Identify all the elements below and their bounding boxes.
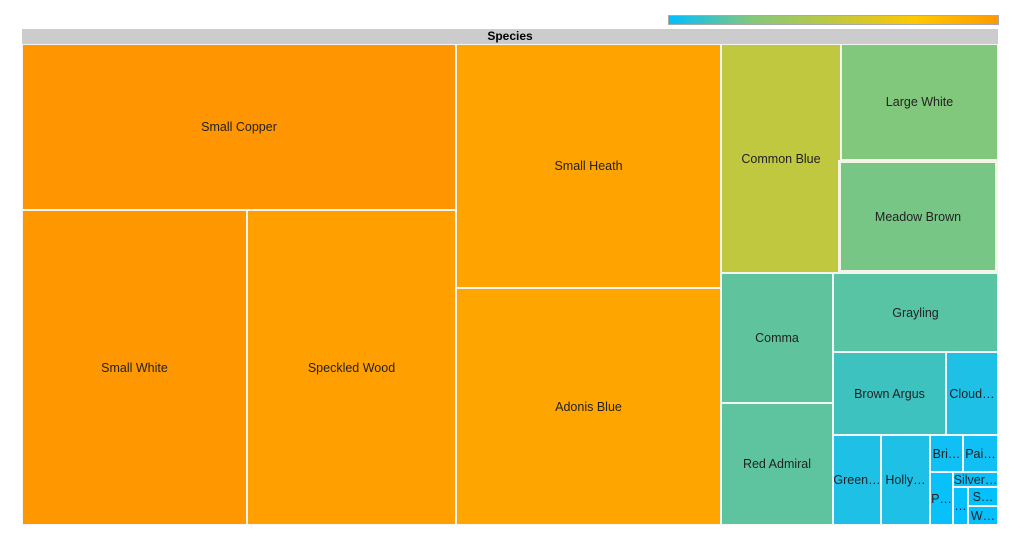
treemap-cell-label: Small Heath [554, 159, 623, 173]
treemap-cell-label: Bri… [932, 446, 961, 461]
treemap-cell-label: Meadow Brown [874, 209, 962, 224]
treemap-cell-label: Speckled Wood [307, 360, 396, 375]
treemap-cell[interactable]: S… [968, 487, 998, 506]
treemap-cell[interactable]: Red Admiral [721, 403, 833, 525]
treemap-cell-label: P… [931, 491, 952, 506]
treemap-cell-label: Small White [101, 360, 168, 375]
treemap-cell-label: … [954, 499, 967, 513]
treemap-cell[interactable]: Brown Argus [833, 352, 946, 435]
treemap-cell[interactable]: Grayling [833, 273, 998, 352]
treemap-cell-label: Comma [755, 331, 799, 345]
treemap-cell-label: Holly… [885, 473, 926, 487]
treemap-cell[interactable]: Speckled Wood [247, 210, 456, 525]
treemap-cell-label: Silver… [953, 472, 998, 487]
treemap-cell[interactable]: Pai… [963, 435, 998, 472]
treemap-cell-label: Adonis Blue [555, 399, 622, 414]
treemap-cell[interactable]: Silver… [953, 472, 998, 487]
treemap-cell[interactable]: Meadow Brown [838, 160, 998, 273]
treemap-cell[interactable]: Green… [833, 435, 881, 525]
treemap-cell-label: Red Admiral [742, 457, 812, 471]
color-legend-gradient [668, 15, 999, 25]
treemap-cell[interactable]: Small White [22, 210, 247, 525]
treemap-cell-label: Small Copper [201, 120, 277, 134]
treemap-cell-label: S… [972, 489, 994, 504]
treemap-cell[interactable]: Small Heath [456, 44, 721, 288]
treemap-cell[interactable]: Cloud… [946, 352, 998, 435]
treemap-cell-label: Cloud… [949, 386, 995, 401]
treemap-cell-label: Green… [833, 473, 881, 487]
treemap-cell[interactable]: Bri… [930, 435, 963, 472]
treemap-plot: Small Copper Small White Speckled Wood Smal… [22, 44, 998, 525]
treemap-cell[interactable]: Holly… [881, 435, 930, 525]
treemap-cell[interactable]: Comma [721, 273, 833, 403]
treemap-cell-label: Grayling [892, 305, 939, 320]
treemap-cell-label: Pai… [965, 446, 996, 461]
treemap-cell-label: Brown Argus [854, 386, 925, 401]
treemap-cell-label: W… [970, 508, 996, 523]
treemap-cell-label: Common Blue [741, 151, 821, 166]
treemap-cell[interactable]: Adonis Blue [456, 288, 721, 525]
treemap-cell[interactable]: P… [930, 472, 953, 525]
treemap-cell[interactable]: Small Copper [22, 44, 456, 210]
treemap-cell[interactable]: Large White [841, 44, 998, 160]
treemap-cell[interactable]: W… [968, 506, 998, 525]
treemap-cell[interactable]: Common Blue [721, 44, 841, 273]
treemap-cell-label: Large White [885, 95, 954, 109]
treemap-cell[interactable]: … [953, 487, 968, 525]
treemap-header[interactable]: Species [22, 29, 998, 44]
